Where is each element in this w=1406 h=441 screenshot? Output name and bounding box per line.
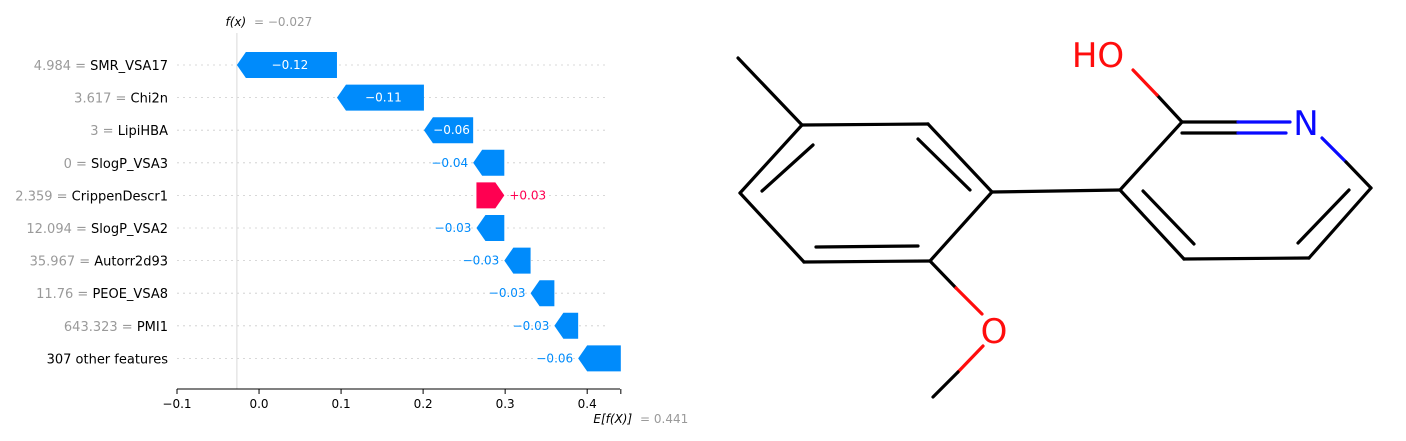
bond-methoxy-a xyxy=(928,259,958,290)
contribution-label: −0.03 xyxy=(463,254,500,268)
bond-hydroxyl-a xyxy=(1155,93,1184,124)
bond-benzene-3 xyxy=(928,190,994,263)
bond-benzene-1 xyxy=(800,122,930,127)
bond-benzene-inner-3 xyxy=(814,244,920,249)
bond-benzene-6 xyxy=(738,123,804,195)
contribution-bar xyxy=(530,280,555,307)
fx-symbol: f(x) xyxy=(225,15,246,29)
feature-label: 12.094 = SlogP_VSA2 xyxy=(26,222,168,237)
feature-value: 0 = xyxy=(64,157,91,172)
contribution-label: −0.12 xyxy=(272,58,309,72)
feature-name: SlogP_VSA3 xyxy=(91,157,168,172)
feature-label: 307 other features xyxy=(47,352,169,367)
bond-pyridine-4-inner xyxy=(1296,188,1351,245)
contribution-bar xyxy=(336,84,424,111)
molecule-structure: HO N O xyxy=(736,36,1373,399)
bond-pyridine-1 xyxy=(1118,120,1184,192)
x-tick-label: 0.1 xyxy=(332,397,351,411)
x-tick-label: −0.1 xyxy=(162,397,191,411)
bond-pyridine-4 xyxy=(1307,186,1373,260)
feature-label: 3 = LipiHBA xyxy=(90,124,168,139)
fx-value: = −0.027 xyxy=(254,15,312,29)
feature-value: 4.984 = xyxy=(34,59,90,74)
contribution-label: −0.06 xyxy=(536,351,573,365)
contribution-bars: −0.12 −0.11 −0.06 −0.04 +0.03 −0.03 −0.03 −0.03… xyxy=(236,52,621,372)
feature-label: 0 = SlogP_VSA3 xyxy=(64,157,168,172)
feature-value: 12.094 = xyxy=(26,222,91,237)
bond-pyridine-5 xyxy=(1182,256,1311,261)
feature-name: 307 other features xyxy=(47,352,169,367)
bond-pyridine-3b xyxy=(1344,160,1373,190)
feature-name: LipiHBA xyxy=(118,124,168,139)
bond-pyridine-3a xyxy=(1320,136,1348,164)
feature-value: 35.967 = xyxy=(30,255,95,270)
x-axis: −0.1 0.0 0.1 0.2 0.3 0.4 xyxy=(162,388,622,411)
bond-methyl xyxy=(736,56,804,127)
feature-label: 2.359 = CrippenDescr1 xyxy=(15,189,168,204)
contribution-bar xyxy=(476,182,505,209)
feature-value: 11.76 = xyxy=(36,287,92,302)
contribution-bar xyxy=(473,149,505,176)
feature-value: 3.617 = xyxy=(74,92,130,107)
contribution-label: −0.04 xyxy=(431,156,468,170)
efx-value: = 0.441 xyxy=(640,412,688,426)
feature-label: 643.323 = PMI1 xyxy=(64,320,168,335)
feature-name: Chi2n xyxy=(131,92,168,107)
bond-pyridine-6-inner xyxy=(1141,189,1196,246)
contribution-bar xyxy=(554,312,579,339)
contribution-label: −0.03 xyxy=(489,286,526,300)
bond-benzene-2 xyxy=(926,122,994,194)
fx-label: f(x) = −0.027 xyxy=(225,15,312,29)
x-tick-label: 0.4 xyxy=(578,397,597,411)
bond-benzene-5 xyxy=(738,191,806,264)
bond-methoxy-d xyxy=(931,370,960,399)
feature-label: 4.984 = SMR_VSA17 xyxy=(34,59,168,74)
feature-label: 35.967 = Autorr2d93 xyxy=(30,255,168,270)
bond-methoxy-c xyxy=(956,344,985,374)
x-tick-label: 0.2 xyxy=(414,397,433,411)
oxygen-atom-label: O xyxy=(981,312,1008,352)
contribution-bar xyxy=(423,117,474,144)
x-tick-label: 0.3 xyxy=(496,397,515,411)
bond-pyridine-6 xyxy=(1118,188,1186,261)
feature-name: CrippenDescr1 xyxy=(72,189,168,204)
bond-methoxy-b xyxy=(954,286,984,316)
hydroxyl-atom-label: HO xyxy=(1072,36,1124,76)
bond-benzene-inner-2 xyxy=(916,137,972,192)
feature-name: Autorr2d93 xyxy=(94,255,168,270)
x-tick-label: 0.0 xyxy=(249,397,268,411)
contribution-bar xyxy=(504,247,531,274)
contribution-label: +0.03 xyxy=(509,188,546,202)
bond-benzene-4 xyxy=(802,259,932,264)
contribution-label: −0.03 xyxy=(513,319,550,333)
contribution-bar xyxy=(236,52,337,78)
feature-value: 3 = xyxy=(90,124,117,139)
bond-hydroxyl-b xyxy=(1131,68,1159,97)
shap-waterfall-chart: f(x) = −0.027 −0.12−0.11−0.06−0.04+0.03−… xyxy=(15,15,688,426)
feature-label: 11.76 = PEOE_VSA8 xyxy=(36,287,168,302)
feature-label: 3.617 = Chi2n xyxy=(74,92,168,107)
efx-label: E[f(X)] = 0.441 xyxy=(593,412,688,426)
bond-benzene-inner-1 xyxy=(760,143,815,193)
feature-labels: 4.984 = SMR_VSA17 3.617 = Chi2n 3 = LipiHB… xyxy=(15,59,168,367)
efx-symbol: E[f(X)] xyxy=(593,412,632,426)
feature-name: PMI1 xyxy=(137,320,168,335)
feature-value: 643.323 = xyxy=(64,320,137,335)
bond-biaryl xyxy=(990,188,1122,194)
nitrogen-atom-label: N xyxy=(1293,104,1318,144)
contribution-bar xyxy=(476,215,505,241)
feature-name: SMR_VSA17 xyxy=(90,59,168,74)
contribution-label: −0.11 xyxy=(365,91,402,105)
contribution-label: −0.03 xyxy=(435,221,472,235)
feature-value: 2.359 = xyxy=(15,189,71,204)
feature-name: PEOE_VSA8 xyxy=(92,287,168,302)
contribution-bar xyxy=(578,345,621,372)
feature-name: SlogP_VSA2 xyxy=(91,222,168,237)
contribution-label: −0.06 xyxy=(433,123,470,137)
